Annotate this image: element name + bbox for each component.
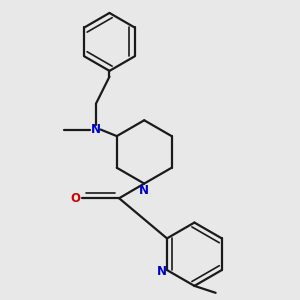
Text: N: N xyxy=(139,184,149,197)
Text: N: N xyxy=(91,123,101,136)
Text: N: N xyxy=(157,266,167,278)
Text: O: O xyxy=(70,192,80,205)
